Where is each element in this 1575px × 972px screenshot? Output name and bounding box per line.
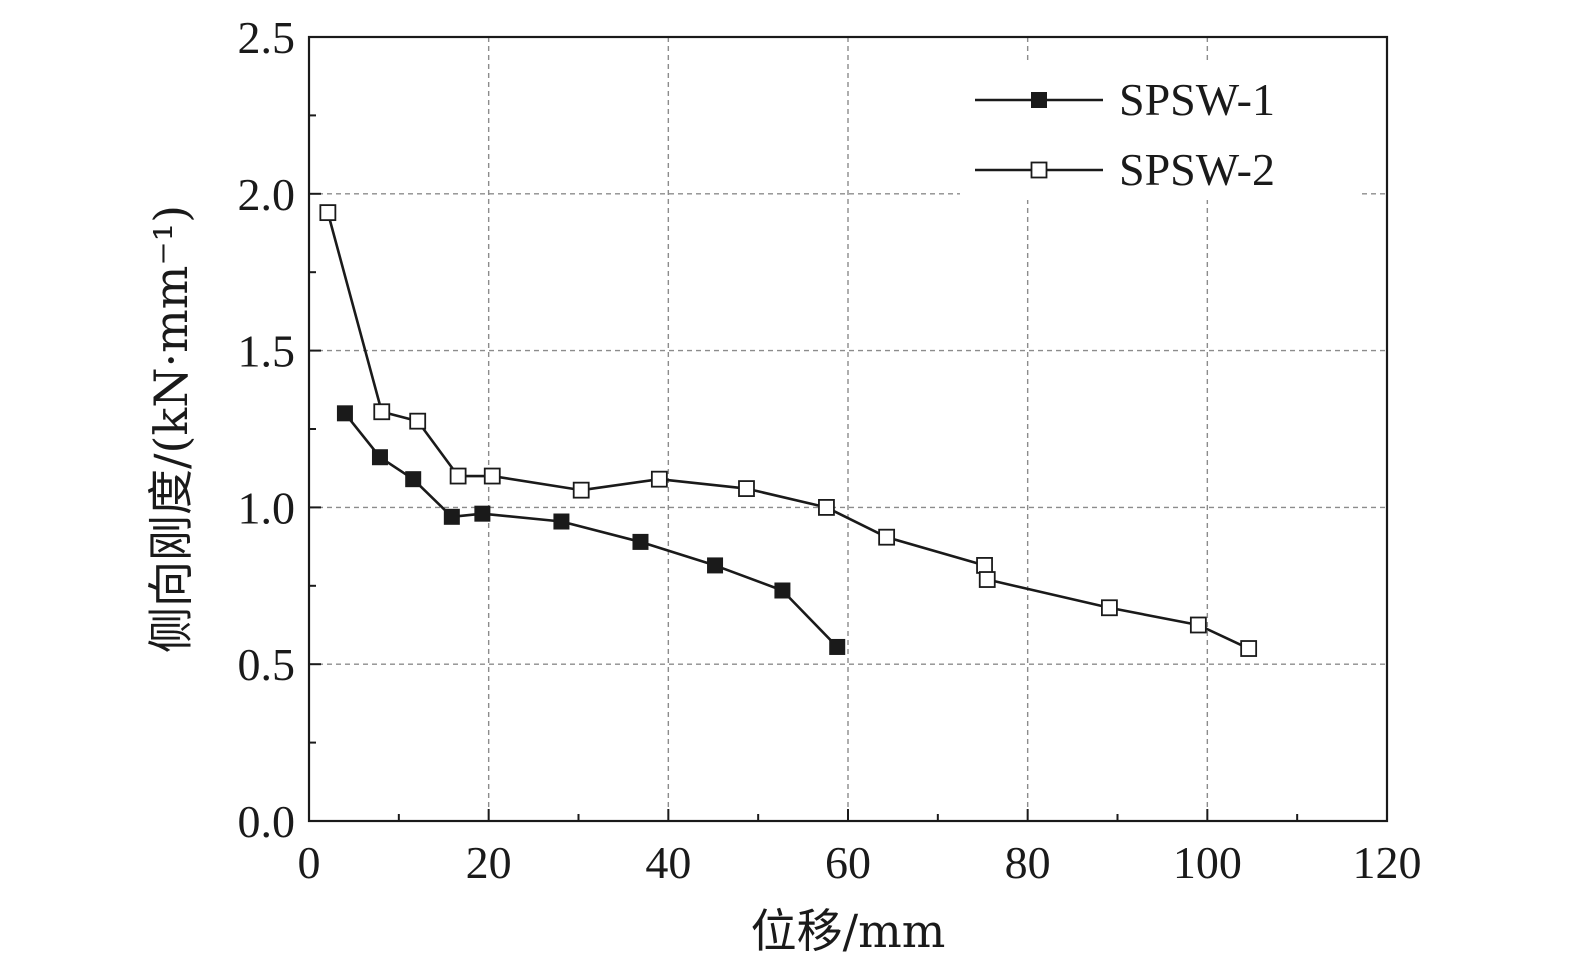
y-tick-label: 2.0: [238, 169, 296, 220]
spsw-1-point: [829, 638, 846, 655]
y-tick-label: 1.5: [238, 326, 296, 377]
spsw-1-point: [707, 557, 724, 574]
spsw-2-point: [978, 571, 996, 588]
x-tick-label: 80: [1005, 837, 1051, 888]
spsw-2-point: [319, 204, 337, 222]
spsw-1-point: [405, 471, 422, 488]
x-tick-label: 60: [825, 837, 871, 888]
axis-ticks: [308, 36, 1388, 822]
spsw-2-point: [1240, 640, 1258, 657]
spsw-1-point: [371, 449, 388, 466]
spsw-2-point: [976, 557, 993, 574]
x-tick-label: 40: [645, 837, 691, 888]
spsw-2-point: [650, 470, 668, 488]
spsw-2-point: [409, 412, 427, 430]
spsw-1-point: [774, 582, 791, 599]
series-layer: [319, 204, 1258, 657]
x-tick-label: 100: [1173, 837, 1242, 888]
spsw-2-point: [449, 467, 467, 485]
y-tick-label: 2.5: [238, 12, 296, 63]
x-axis-title: 位移/mm: [751, 904, 946, 958]
spsw-1-point: [336, 405, 353, 422]
legend: SPSW-1 SPSW-2: [960, 62, 1360, 200]
spsw-2-point: [572, 481, 590, 499]
x-tick-label: 20: [466, 837, 512, 888]
legend-spsw-1-marker: [1031, 92, 1047, 108]
spsw-2-point: [878, 528, 896, 546]
spsw-1-point: [443, 508, 460, 525]
x-tick-label: 120: [1353, 837, 1422, 888]
y-tick-label: 0.0: [238, 796, 296, 847]
legend-spsw-1-label: SPSW-1: [1119, 74, 1275, 125]
tick-labels: 0 20 40 60 80 100 120 0.0 0.5 1.0 1.5 2.0 2.5: [238, 12, 1422, 888]
legend-entries: SPSW-1 SPSW-2: [975, 74, 1275, 195]
legend-background: [960, 62, 1360, 200]
x-tick-label: 0: [298, 837, 321, 888]
spsw-2-point: [483, 467, 501, 485]
spsw-1-line: [343, 412, 839, 648]
spsw-2-point: [1101, 599, 1118, 617]
legend-spsw-2-label: SPSW-2: [1119, 144, 1275, 195]
legend-spsw-2-marker: [1030, 161, 1048, 179]
spsw-1-point: [553, 513, 570, 530]
y-tick-label: 1.0: [238, 482, 296, 533]
spsw-2-point: [738, 480, 755, 497]
spsw-1-point: [474, 505, 491, 522]
y-tick-label: 0.5: [238, 639, 296, 690]
spsw-2-point: [1189, 616, 1207, 634]
spsw-1-point: [632, 533, 649, 550]
spsw-2-point: [373, 403, 391, 421]
y-axis-title: 侧向刚度/(kN·mm⁻¹): [144, 205, 198, 653]
spsw-2-point: [818, 498, 835, 516]
